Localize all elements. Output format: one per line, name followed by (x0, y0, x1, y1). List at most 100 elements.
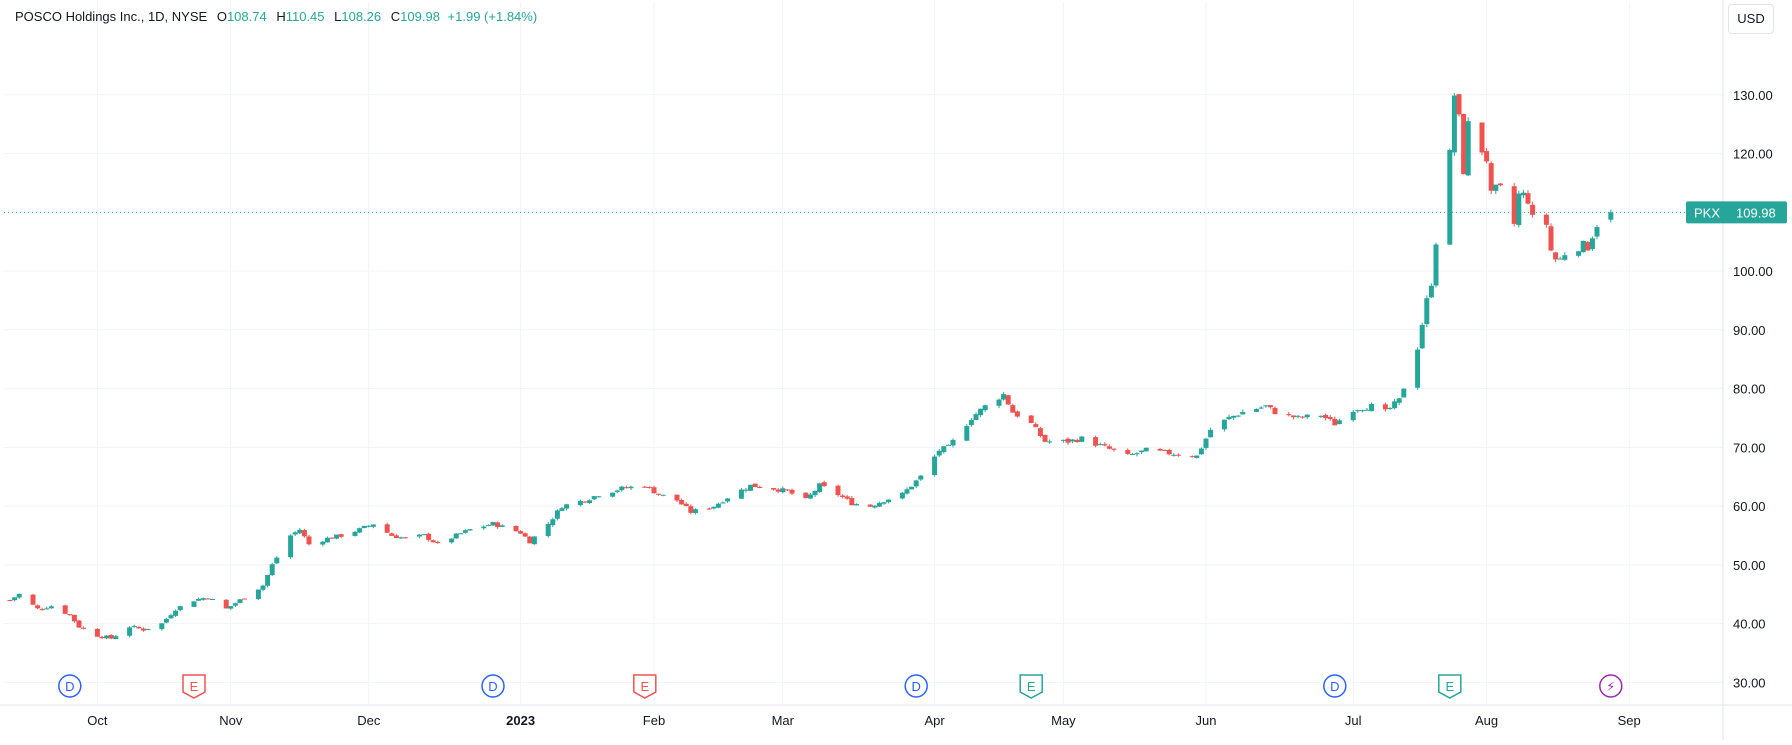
y-tick-label: 40.00 (1733, 617, 1766, 632)
candle-body (1221, 419, 1227, 430)
candle-body (1272, 407, 1278, 415)
earnings-marker-shield (182, 674, 206, 699)
candle-body (1102, 444, 1108, 446)
candle-body (1336, 420, 1342, 425)
candle-body (683, 503, 689, 506)
candle-body (1580, 240, 1586, 253)
candle-body (136, 626, 142, 629)
open-value: 108.74 (226, 9, 267, 24)
candle-body (196, 598, 202, 601)
candle-body (835, 485, 841, 496)
candle-body (660, 494, 666, 496)
earnings-marker-shield (633, 674, 657, 699)
earnings-marker-shield (1019, 674, 1043, 699)
currency-button[interactable]: USD (1728, 4, 1774, 34)
candle-body (1129, 454, 1135, 456)
candle-body (1465, 121, 1471, 176)
candle-body (352, 531, 358, 536)
low-label: L (334, 9, 342, 24)
candle-body (403, 537, 409, 539)
candle-body (458, 533, 464, 535)
candle-body (867, 504, 873, 507)
candle-body (1042, 434, 1048, 442)
candle-body (481, 526, 487, 529)
candle-body (817, 483, 823, 493)
dividend-event-marker[interactable]: D (481, 674, 505, 698)
candle-body (1484, 151, 1490, 162)
candle-body (1557, 258, 1563, 260)
candle-body (849, 498, 855, 506)
dividend-marker-circle (904, 674, 928, 698)
candle-body (853, 504, 859, 506)
candle-body (361, 525, 367, 529)
candle-body (94, 628, 100, 637)
candle-body (177, 606, 183, 611)
candle-body (200, 598, 206, 600)
candle-body (812, 490, 818, 496)
candle-body (1401, 388, 1407, 398)
candle-body (531, 536, 537, 545)
earnings-event-marker[interactable]: E (633, 674, 657, 699)
open-label: O (216, 9, 227, 24)
dividend-event-marker[interactable]: D (904, 674, 928, 698)
candle-body (39, 609, 45, 611)
upcoming-marker-label: ⚡ (1606, 679, 1615, 694)
dividend-event-marker[interactable]: D (58, 674, 82, 698)
candle-body (366, 525, 372, 527)
candle-body (1562, 255, 1568, 260)
candle-body (1543, 214, 1549, 225)
candle-body (968, 420, 974, 426)
candle-body (784, 489, 790, 491)
candle-body (1226, 416, 1232, 420)
candle-body (973, 414, 979, 420)
candle-body (1364, 409, 1370, 411)
candle-body (1419, 324, 1425, 349)
candle-body (1001, 394, 1007, 400)
candle-body (1456, 94, 1462, 115)
earnings-event-marker[interactable]: E (1438, 674, 1462, 699)
candle-body (71, 614, 77, 622)
candle-body (1447, 150, 1453, 245)
candle-body (596, 496, 602, 498)
candle-body (288, 535, 294, 558)
candle-body (840, 495, 846, 497)
candle-body (619, 486, 625, 491)
candle-body (1106, 446, 1112, 449)
candle-body (1189, 456, 1195, 458)
candle-body (306, 536, 312, 545)
candle-body (876, 502, 882, 507)
candle-body (964, 426, 970, 441)
candle-body (1166, 449, 1172, 455)
candle-body (1461, 113, 1467, 175)
candle-body (140, 628, 146, 631)
candle-body (1060, 439, 1066, 441)
candle-body (449, 538, 455, 543)
candles (4, 93, 1723, 640)
candle-body (1162, 449, 1168, 451)
earnings-event-marker[interactable]: E (1019, 674, 1043, 699)
candle-body (996, 399, 1002, 406)
candle-body (269, 564, 275, 576)
candle-body (807, 494, 813, 499)
candle-body (76, 620, 82, 628)
candle-body (1290, 415, 1296, 418)
upcoming-event-marker[interactable]: ⚡ (1599, 674, 1623, 698)
dividend-event-marker[interactable]: D (1323, 674, 1347, 698)
high-label: H (276, 9, 286, 24)
candle-body (1028, 415, 1034, 423)
candle-body (692, 509, 698, 514)
candle-body (771, 488, 777, 490)
candle-body (1327, 416, 1333, 419)
candle-body (242, 598, 248, 600)
candle-body (1203, 438, 1209, 448)
dividend-marker-label: D (488, 679, 497, 694)
candle-body (1240, 411, 1246, 415)
candle-body (108, 634, 114, 639)
candle-body (398, 537, 404, 539)
candle-body (228, 606, 234, 609)
candle-body (582, 501, 588, 503)
earnings-event-marker[interactable]: E (182, 674, 206, 699)
candle-body (646, 486, 652, 488)
